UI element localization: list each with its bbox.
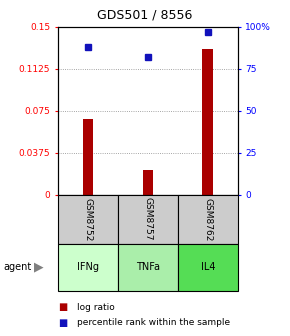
- Text: IL4: IL4: [201, 262, 215, 272]
- Bar: [142, 170, 153, 195]
- Text: percentile rank within the sample: percentile rank within the sample: [77, 318, 230, 327]
- Text: IFNg: IFNg: [77, 262, 99, 272]
- Text: GSM8752: GSM8752: [84, 198, 93, 241]
- Text: ▶: ▶: [34, 261, 44, 274]
- Text: ■: ■: [58, 318, 67, 328]
- Text: GSM8762: GSM8762: [203, 198, 212, 241]
- Bar: [83, 119, 93, 195]
- Text: log ratio: log ratio: [77, 303, 115, 312]
- Text: ■: ■: [58, 302, 67, 312]
- Text: GDS501 / 8556: GDS501 / 8556: [97, 8, 193, 22]
- Text: agent: agent: [3, 262, 31, 272]
- Text: TNFa: TNFa: [136, 262, 160, 272]
- Text: GSM8757: GSM8757: [143, 198, 153, 241]
- Bar: [202, 49, 213, 195]
